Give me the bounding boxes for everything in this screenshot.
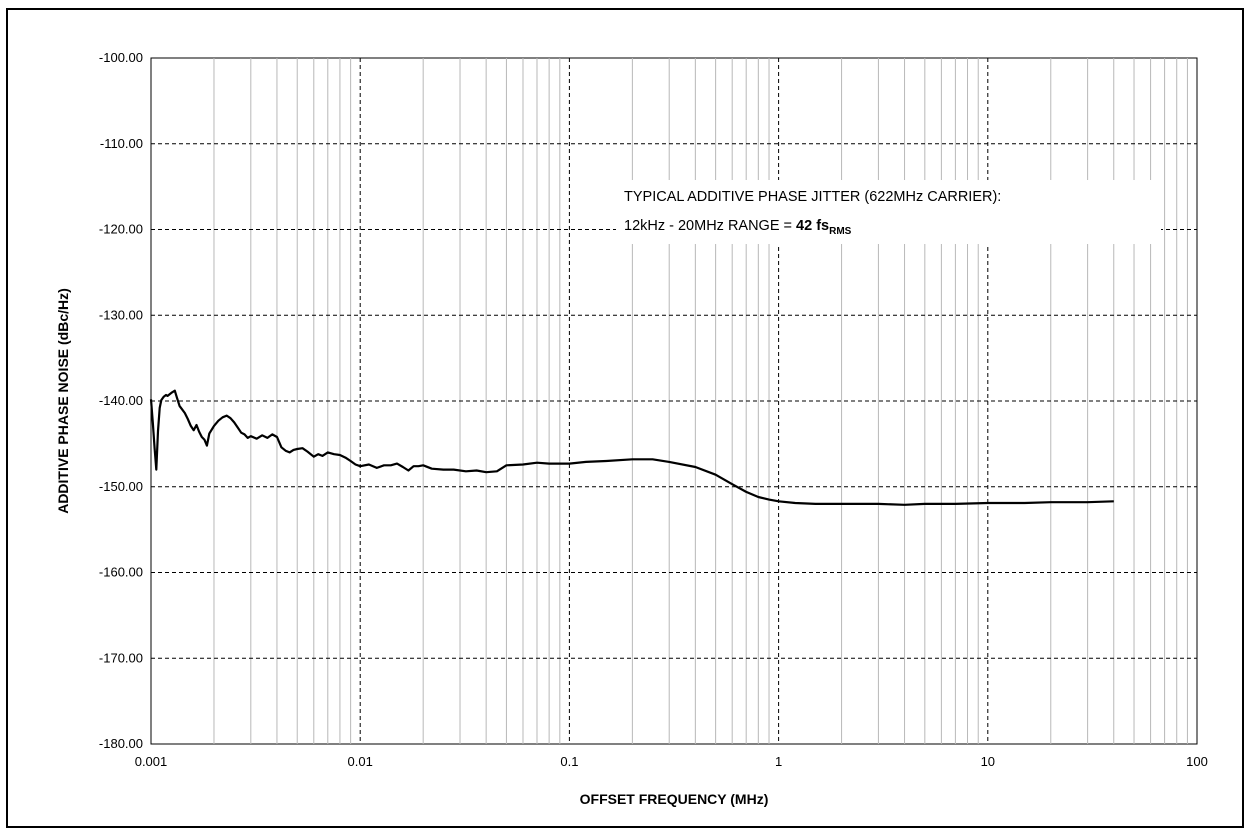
y-tick-label: -120.00	[99, 222, 143, 237]
x-axis-title: OFFSET FREQUENCY (MHz)	[580, 791, 769, 807]
x-tick-label: 0.1	[560, 754, 578, 769]
y-tick-labels: -100.00 -110.00 -120.00 -130.00 -140.00 -150.…	[99, 50, 143, 751]
x-tick-label: 0.001	[135, 754, 168, 769]
y-tick-label: -180.00	[99, 736, 143, 751]
y-tick-label: -100.00	[99, 50, 143, 65]
y-tick-label: -110.00	[100, 136, 143, 151]
x-tick-label: 10	[981, 754, 995, 769]
chart-frame: TYPICAL ADDITIVE PHASE JITTER (622MHz CA…	[6, 8, 1244, 828]
annotation-jitter-subscript: RMS	[829, 226, 852, 237]
annotation-box: TYPICAL ADDITIVE PHASE JITTER (622MHz CA…	[616, 180, 1161, 244]
x-tick-labels: 0.001 0.01 0.1 1 10 100	[135, 754, 1208, 769]
y-tick-label: -130.00	[99, 307, 143, 322]
annotation-line-1: TYPICAL ADDITIVE PHASE JITTER (622MHz CA…	[624, 189, 1001, 205]
annotation-range-label: 12kHz - 20MHz RANGE =	[624, 218, 796, 234]
x-tick-label: 1	[775, 754, 782, 769]
phase-noise-chart: TYPICAL ADDITIVE PHASE JITTER (622MHz CA…	[55, 50, 1208, 807]
y-axis-title: ADDITIVE PHASE NOISE (dBc/Hz)	[55, 288, 71, 514]
y-tick-label: -170.00	[99, 650, 143, 665]
phase-noise-series-line	[149, 389, 1114, 506]
y-tick-label: -160.00	[99, 565, 143, 580]
x-tick-label: 0.01	[348, 754, 373, 769]
annotation-line-2: 12kHz - 20MHz RANGE = 42 fsRMS	[624, 218, 852, 237]
y-tick-label: -150.00	[99, 479, 143, 494]
y-tick-label: -140.00	[99, 393, 143, 408]
annotation-background	[616, 180, 1161, 244]
x-tick-label: 100	[1186, 754, 1208, 769]
annotation-jitter-value: 42 fs	[796, 218, 829, 234]
